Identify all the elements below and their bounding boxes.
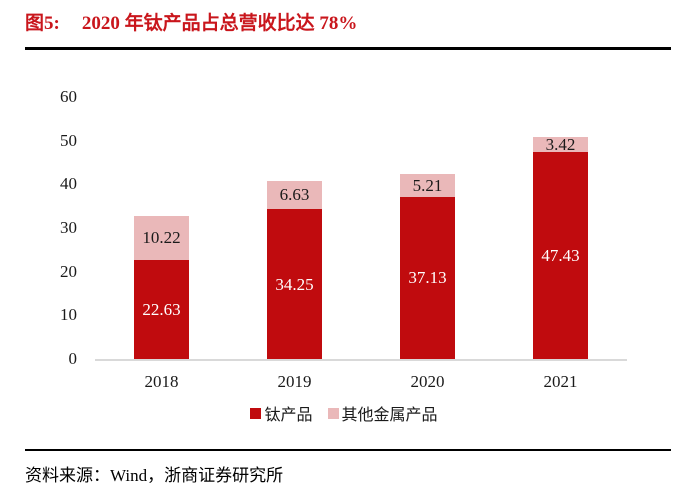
bar-value-label: 47.43	[541, 245, 580, 265]
legend-item: 钛产品	[250, 401, 313, 425]
legend-label: 钛产品	[264, 407, 313, 424]
figure-number-label: 图5:	[25, 13, 60, 34]
bar-segment-primary: 47.43	[533, 151, 588, 359]
bar-value-label: 3.42	[545, 134, 576, 154]
y-tick-label: 10	[60, 305, 77, 325]
legend-item: 其他金属产品	[327, 401, 438, 425]
bar-value-label: 5.21	[412, 176, 443, 195]
bar-segment-secondary: 6.63	[267, 180, 322, 210]
bar-segment-secondary: 5.21	[400, 174, 455, 197]
y-tick-label: 50	[60, 130, 77, 150]
x-tick-label: 2021	[543, 372, 578, 391]
legend-label: 其他金属产品	[341, 407, 438, 424]
footer-divider	[25, 449, 671, 451]
x-tick-label: 2019	[277, 372, 312, 391]
bar-value-label: 34.25	[275, 274, 314, 294]
y-axis: 0 10 20 30 40 50 60	[25, 88, 77, 368]
x-axis: 2018 2019 2020 2021	[95, 372, 627, 394]
y-tick-label: 30	[60, 218, 77, 237]
y-tick-label: 20	[60, 261, 77, 281]
stacked-bar-plot-area: 22.63 10.22 34.25 6.63 37.13 5.21 47.43 3.42	[95, 97, 627, 361]
legend-swatch-icon	[250, 407, 262, 419]
bar-segment-secondary: 3.42	[533, 134, 588, 154]
bar-value-label: 22.63	[142, 300, 181, 320]
figure-title-row: 图5: 2020 年钛产品占总营收比达 78%	[25, 8, 357, 35]
title-divider	[25, 47, 671, 50]
chart-legend: 钛产品 其他金属产品	[0, 401, 688, 425]
y-tick-label: 0	[68, 349, 78, 368]
bar-value-label: 10.22	[142, 228, 181, 248]
legend-swatch-icon	[327, 407, 339, 419]
x-tick-label: 2018	[144, 372, 179, 391]
x-tick-label: 2020	[410, 372, 445, 391]
source-note: 资料来源：Wind，浙商证券研究所	[25, 466, 284, 485]
bar-value-label: 6.63	[279, 185, 310, 205]
bar-segment-primary: 34.25	[267, 209, 322, 359]
y-tick-label: 60	[60, 87, 77, 106]
bar-segment-secondary: 10.22	[134, 215, 189, 261]
figure-title: 2020 年钛产品占总营收比达 78%	[81, 13, 358, 34]
bar-segment-primary: 37.13	[400, 196, 455, 359]
y-tick-label: 40	[60, 174, 77, 194]
bar-segment-primary: 22.63	[134, 260, 189, 359]
bar-value-label: 37.13	[408, 268, 447, 288]
